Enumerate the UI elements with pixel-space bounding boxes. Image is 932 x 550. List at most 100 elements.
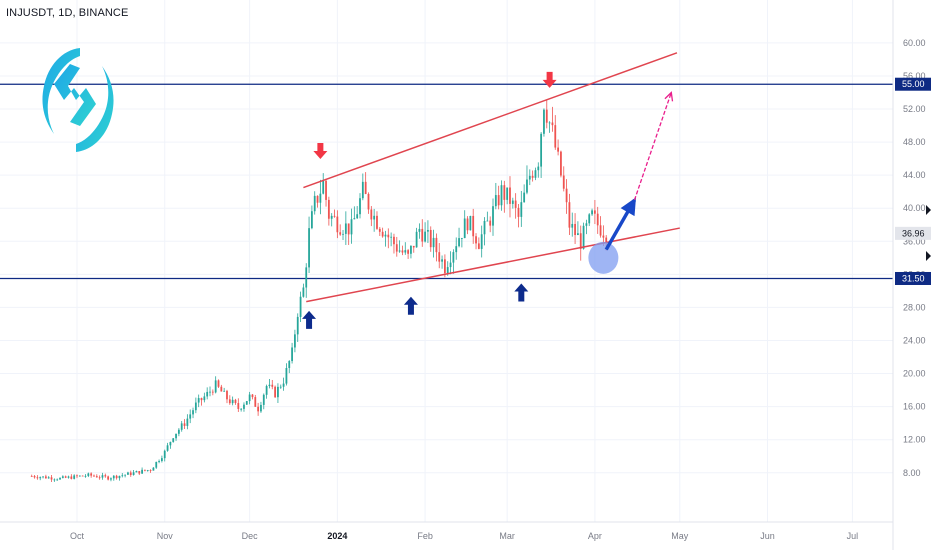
candle bbox=[308, 216, 310, 273]
candle bbox=[486, 211, 489, 222]
candle bbox=[477, 237, 480, 250]
injective-logo-icon bbox=[42, 48, 114, 152]
candle bbox=[209, 386, 211, 397]
x-tick-label: Mar bbox=[499, 531, 515, 541]
candle bbox=[398, 240, 401, 253]
candle bbox=[53, 478, 56, 482]
candle bbox=[81, 475, 84, 477]
candle bbox=[169, 441, 172, 449]
current-price-label: 36.96 bbox=[902, 228, 925, 238]
candle bbox=[327, 196, 330, 226]
candle bbox=[350, 208, 353, 244]
candle bbox=[277, 383, 279, 404]
candle bbox=[492, 198, 494, 236]
candle bbox=[197, 394, 200, 408]
candle bbox=[226, 389, 228, 404]
level-price-tag bbox=[895, 271, 931, 285]
candle bbox=[489, 216, 492, 233]
candle bbox=[526, 165, 528, 195]
candle bbox=[285, 363, 288, 386]
channel-lower-line[interactable] bbox=[306, 227, 680, 303]
candle bbox=[95, 474, 98, 478]
projection-arrow-dashed[interactable] bbox=[633, 92, 672, 201]
y-tick-label: 8.00 bbox=[903, 468, 921, 478]
candle bbox=[381, 227, 384, 238]
candle bbox=[186, 414, 189, 430]
candle bbox=[149, 469, 152, 473]
candle bbox=[520, 190, 523, 227]
candle bbox=[480, 225, 483, 258]
arrow-markers bbox=[302, 71, 557, 329]
y-tick-label: 44.00 bbox=[903, 170, 926, 180]
arrow-down-icon bbox=[542, 71, 557, 88]
candle bbox=[469, 215, 472, 231]
candle bbox=[418, 223, 421, 239]
x-tick-label: Dec bbox=[242, 531, 259, 541]
candle bbox=[596, 206, 599, 234]
candle bbox=[376, 211, 378, 230]
axis-scroll-icon[interactable] bbox=[926, 251, 931, 261]
highlight-circle[interactable] bbox=[588, 241, 619, 274]
y-tick-label: 24.00 bbox=[903, 335, 926, 345]
channel-upper-line[interactable] bbox=[303, 52, 678, 189]
candle bbox=[313, 191, 316, 215]
candle bbox=[528, 169, 531, 186]
candle bbox=[325, 178, 327, 207]
candle bbox=[370, 206, 373, 227]
axis-scroll-icon[interactable] bbox=[926, 205, 931, 215]
candle bbox=[121, 473, 124, 478]
candle bbox=[214, 376, 217, 394]
candle bbox=[359, 193, 361, 219]
level-price-tag-label: 55.00 bbox=[902, 79, 925, 89]
candle bbox=[299, 291, 302, 323]
candle bbox=[565, 179, 568, 214]
candle bbox=[248, 391, 251, 405]
projection-arrowhead-solid bbox=[620, 197, 636, 217]
candle bbox=[262, 393, 265, 410]
x-tick-label: Apr bbox=[588, 531, 602, 541]
candle bbox=[455, 237, 458, 260]
candle bbox=[98, 475, 101, 480]
projection[interactable] bbox=[588, 91, 674, 274]
candle bbox=[557, 139, 559, 156]
candle bbox=[514, 193, 517, 219]
candle bbox=[155, 461, 158, 469]
candle bbox=[571, 212, 574, 237]
x-tick-label: Oct bbox=[70, 531, 85, 541]
candle bbox=[240, 407, 243, 412]
candle bbox=[268, 378, 271, 389]
grid bbox=[0, 0, 893, 522]
candle bbox=[511, 197, 514, 209]
candle bbox=[211, 389, 214, 396]
candle bbox=[61, 475, 64, 479]
candle bbox=[432, 229, 435, 258]
candle bbox=[194, 397, 197, 414]
candle bbox=[234, 398, 237, 405]
candle bbox=[146, 469, 149, 472]
candle bbox=[531, 170, 534, 182]
candle bbox=[206, 387, 209, 400]
y-tick-label: 28.00 bbox=[903, 302, 926, 312]
candle bbox=[353, 206, 356, 220]
candle bbox=[577, 221, 579, 236]
y-tick-label: 36.00 bbox=[903, 236, 926, 246]
candle bbox=[438, 243, 441, 269]
candle bbox=[124, 474, 127, 478]
candle bbox=[429, 226, 432, 252]
candle bbox=[452, 249, 455, 274]
candle bbox=[551, 106, 554, 132]
candle bbox=[540, 132, 543, 178]
candle bbox=[344, 211, 347, 245]
candle bbox=[36, 475, 39, 480]
y-tick-label: 20.00 bbox=[903, 369, 926, 379]
candle bbox=[591, 208, 593, 216]
candle bbox=[279, 384, 282, 389]
trend-channel[interactable] bbox=[303, 52, 680, 303]
candle bbox=[302, 283, 305, 298]
level-price-tag bbox=[895, 77, 931, 91]
candle bbox=[458, 227, 460, 248]
candle bbox=[548, 121, 551, 133]
candle bbox=[574, 213, 576, 244]
candle bbox=[500, 180, 503, 211]
